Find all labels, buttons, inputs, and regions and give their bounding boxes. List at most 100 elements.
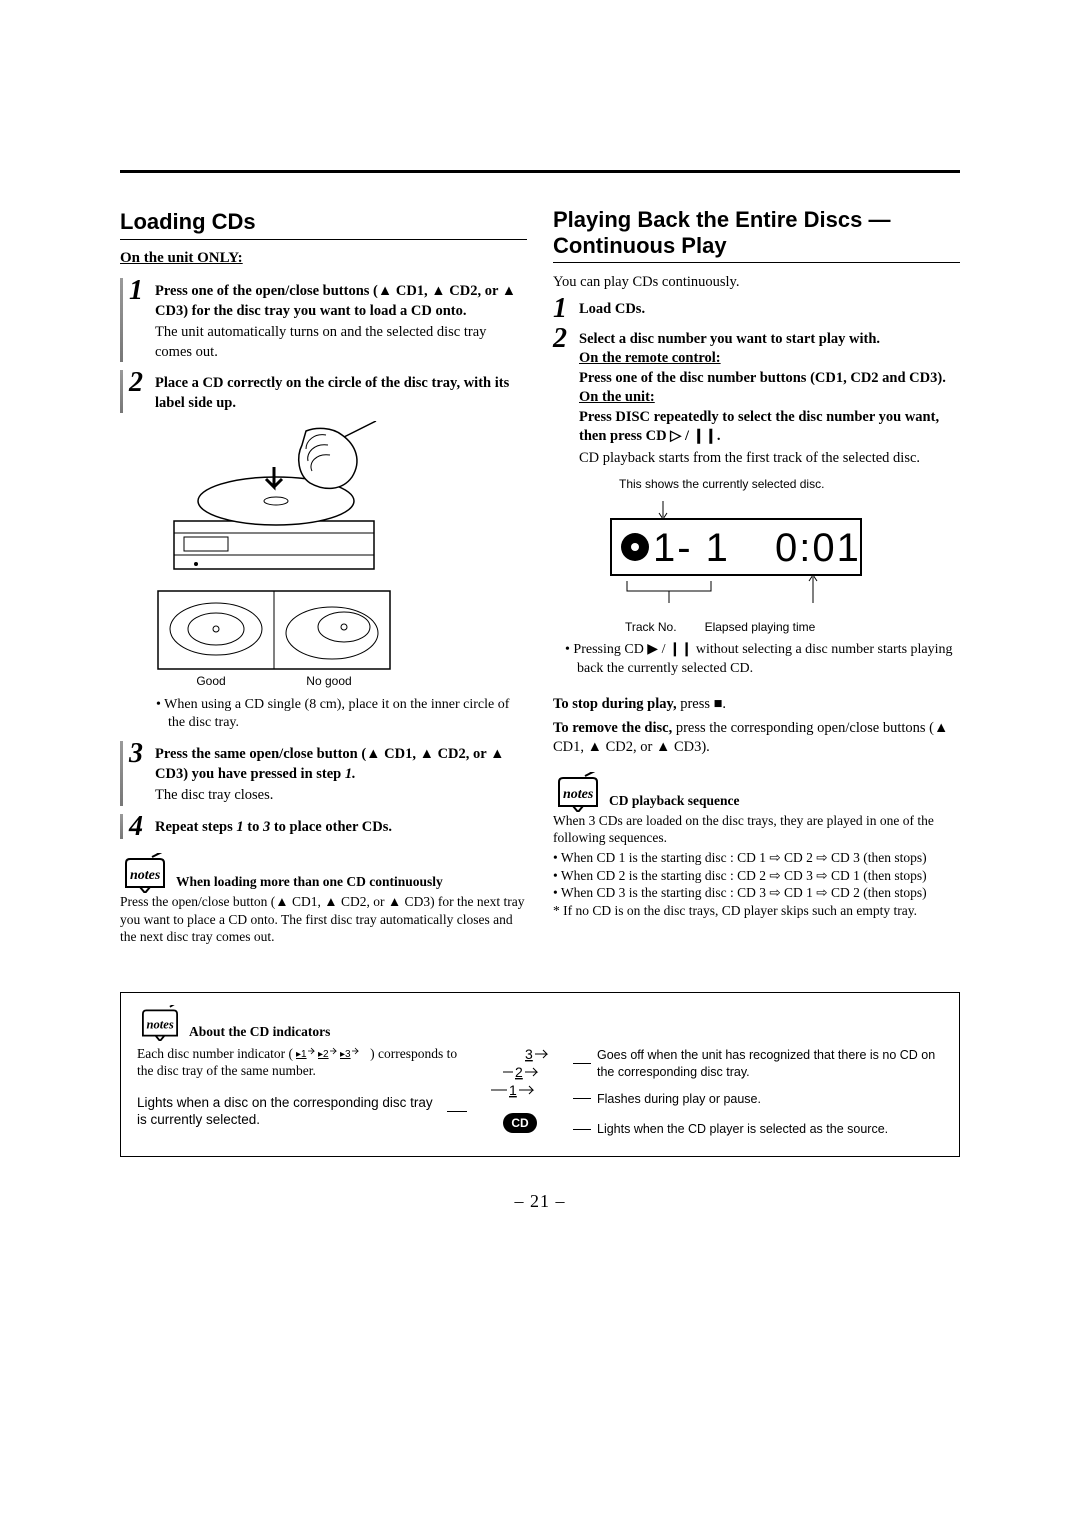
right-column: Playing Back the Entire Discs — Continuo… bbox=[553, 207, 960, 946]
box-l2: Lights when a disc on the corresponding … bbox=[137, 1094, 441, 1129]
remote-body: Press one of the disc number buttons (CD… bbox=[579, 370, 946, 386]
box-r1: Goes off when the unit has recognized th… bbox=[597, 1047, 943, 1081]
step3-body: The disc tray closes. bbox=[155, 786, 527, 806]
page-number: – 21 – bbox=[120, 1191, 960, 1212]
seq1t: When CD 1 is the starting disc : CD 1 ⇨ … bbox=[561, 850, 927, 865]
press-bullet-list: Pressing CD ▶ / ❙❙ without selecting a d… bbox=[565, 641, 960, 679]
step-bar bbox=[120, 278, 123, 362]
seq1: • When CD 1 is the starting disc : CD 1 … bbox=[553, 849, 960, 867]
step3-lead: Press the same open/close button (▲ CD1,… bbox=[155, 746, 504, 782]
box-title: About the CD indicators bbox=[189, 1023, 330, 1041]
disp-caption-top: This shows the currently selected disc. bbox=[619, 476, 960, 492]
svg-text:notes: notes bbox=[130, 868, 161, 883]
disp-bottom-labels: Track No. Elapsed playing time bbox=[625, 619, 960, 635]
disp-left-text: 1- 1 bbox=[653, 526, 730, 570]
indicator-stack-icon: 3 2 1 bbox=[489, 1047, 551, 1109]
caption-nogood: No good bbox=[306, 673, 351, 689]
seq3: • When CD 3 is the starting disc : CD 3 … bbox=[553, 884, 960, 902]
step1-lead: Press one of the open/close buttons (▲ C… bbox=[155, 283, 516, 319]
disp-right-text: 0:01 bbox=[775, 526, 861, 570]
notes-row-left: notes When loading more than one CD cont… bbox=[120, 853, 527, 893]
seq-title: CD playback sequence bbox=[609, 792, 740, 812]
stop-a: To stop during play, bbox=[553, 696, 680, 712]
remove-a: To remove the disc, bbox=[553, 720, 676, 736]
s4a: Repeat steps bbox=[155, 819, 236, 835]
r-step-1: 1 Load CDs. bbox=[553, 296, 960, 321]
step3-lead-b: 1. bbox=[345, 766, 356, 782]
s4e: to place other CDs. bbox=[270, 819, 392, 835]
s4c: to bbox=[244, 819, 263, 835]
manual-page: Loading CDs On the unit ONLY: 1 Press on… bbox=[0, 0, 1080, 1272]
r-step2-lead: Select a disc number you want to start p… bbox=[579, 331, 880, 347]
remote-head: On the remote control: bbox=[579, 350, 721, 366]
svg-text:1: 1 bbox=[509, 1082, 517, 1098]
stop-line: To stop during play, press ■. bbox=[553, 695, 960, 715]
svg-text:▸2: ▸2 bbox=[318, 1049, 329, 1059]
unit-head: On the unit: bbox=[579, 389, 655, 405]
notes-icon: notes bbox=[120, 853, 170, 893]
continuous-play-heading: Playing Back the Entire Discs — Continuo… bbox=[553, 207, 960, 263]
cd-display-illustration: 1- 1 0:01 bbox=[583, 495, 883, 615]
svg-text:3: 3 bbox=[525, 1047, 533, 1062]
box-mid-indicators: 3 2 1 CD bbox=[485, 1045, 555, 1141]
r-step-number-2: 2 bbox=[553, 326, 573, 351]
press-bullet: Pressing CD ▶ / ❙❙ without selecting a d… bbox=[565, 641, 960, 679]
notes-icon: notes bbox=[553, 772, 603, 812]
left-column: Loading CDs On the unit ONLY: 1 Press on… bbox=[120, 207, 527, 946]
intro-text: You can play CDs continuously. bbox=[553, 273, 960, 293]
good-nogood-illustration bbox=[156, 589, 392, 685]
step-number-4: 4 bbox=[129, 814, 149, 839]
step2-note: When using a CD single (8 cm), place it … bbox=[156, 696, 527, 734]
svg-text:▸1: ▸1 bbox=[296, 1049, 307, 1059]
unit-body: Press DISC repeatedly to select the disc… bbox=[579, 409, 939, 445]
seq-intro: When 3 CDs are loaded on the disc trays,… bbox=[553, 812, 960, 847]
step-3: 3 Press the same open/close button (▲ CD… bbox=[120, 741, 527, 806]
seq2: • When CD 2 is the starting disc : CD 2 … bbox=[553, 867, 960, 885]
step-number-2: 2 bbox=[129, 370, 149, 395]
step-bar bbox=[120, 814, 123, 839]
two-column-layout: Loading CDs On the unit ONLY: 1 Press on… bbox=[120, 207, 960, 946]
left-note-body: Press the open/close button (▲ CD1, ▲ CD… bbox=[120, 893, 527, 946]
box-l1a: Each disc number indicator ( bbox=[137, 1046, 293, 1061]
box-r2: Flashes during play or pause. bbox=[597, 1091, 943, 1108]
s4b: 1 bbox=[236, 819, 243, 835]
svg-text:2: 2 bbox=[515, 1064, 523, 1080]
notes-row-right: notes CD playback sequence bbox=[553, 772, 960, 812]
step3-lead-a: Press the same open/close button (▲ CD1,… bbox=[155, 746, 504, 782]
step2-lead: Place a CD correctly on the circle of th… bbox=[155, 375, 509, 411]
indicator-mini-icons: ▸1 ▸2 ▸3 bbox=[296, 1046, 370, 1061]
remove-line: To remove the disc, press the correspond… bbox=[553, 719, 960, 758]
seq-list: • When CD 1 is the starting disc : CD 1 … bbox=[553, 849, 960, 919]
seq4: * If no CD is on the disc trays, CD play… bbox=[553, 902, 960, 920]
box-row: Each disc number indicator ( ▸1▸2▸3 ) co… bbox=[137, 1045, 943, 1141]
step-number-3: 3 bbox=[129, 741, 149, 766]
r-step2-body: CD playback starts from the first track … bbox=[579, 449, 960, 469]
label-elapsed: Elapsed playing time bbox=[705, 619, 816, 635]
box-r3: Lights when the CD player is selected as… bbox=[597, 1121, 943, 1138]
loading-cds-heading: Loading CDs bbox=[120, 207, 527, 240]
top-rule bbox=[120, 170, 960, 173]
step-2: 2 Place a CD correctly on the circle of … bbox=[120, 370, 527, 413]
r-step-2: 2 Select a disc number you want to start… bbox=[553, 326, 960, 469]
box-left: Each disc number indicator ( ▸1▸2▸3 ) co… bbox=[137, 1045, 467, 1141]
display-figure: This shows the currently selected disc. … bbox=[583, 476, 960, 635]
figure-good-nogood: Good No good bbox=[156, 589, 392, 689]
label-trackno: Track No. bbox=[625, 619, 677, 635]
caption-good: Good bbox=[196, 673, 225, 689]
cd-pill: CD bbox=[503, 1113, 536, 1133]
svg-text:notes: notes bbox=[563, 787, 594, 802]
r-step-number-1: 1 bbox=[553, 296, 573, 321]
load-cd-illustration bbox=[156, 421, 392, 581]
box-l1: Each disc number indicator ( ▸1▸2▸3 ) co… bbox=[137, 1045, 467, 1080]
svg-text:▸3: ▸3 bbox=[340, 1049, 351, 1059]
seq2t: When CD 2 is the starting disc : CD 2 ⇨ … bbox=[561, 868, 927, 883]
cd-indicators-box: notes About the CD indicators Each disc … bbox=[120, 992, 960, 1158]
step-bar bbox=[120, 370, 123, 413]
step-4: 4 Repeat steps 1 to 3 to place other CDs… bbox=[120, 814, 527, 839]
step1-body: The unit automatically turns on and the … bbox=[155, 323, 527, 362]
on-unit-only-subhead: On the unit ONLY: bbox=[120, 248, 527, 268]
seq3t: When CD 3 is the starting disc : CD 3 ⇨ … bbox=[561, 885, 927, 900]
svg-text:notes: notes bbox=[147, 1017, 174, 1031]
notes-icon: notes bbox=[137, 1005, 183, 1041]
box-right: Goes off when the unit has recognized th… bbox=[573, 1045, 943, 1141]
